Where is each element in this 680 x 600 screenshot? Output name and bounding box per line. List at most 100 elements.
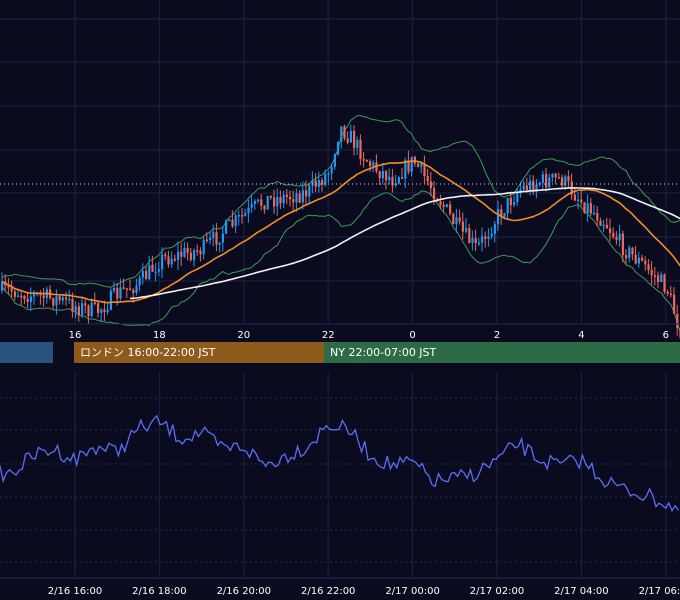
candle-body	[564, 176, 567, 186]
candle-body	[39, 293, 42, 296]
candle-body	[241, 215, 244, 217]
candle-body	[20, 295, 23, 298]
candle-body	[378, 171, 381, 179]
candle-body	[561, 177, 564, 186]
candle-body	[237, 215, 240, 217]
candle-body	[449, 204, 452, 214]
candle-body	[621, 233, 624, 256]
candle-body	[529, 180, 532, 191]
candle-body	[394, 183, 397, 186]
price-tick-label: 20	[237, 330, 250, 341]
candle-body	[13, 291, 16, 297]
candle-body	[583, 202, 586, 213]
price-tick-label: 2	[494, 330, 500, 341]
candle-body	[61, 297, 64, 301]
candle-body	[577, 199, 580, 202]
candle-body	[170, 258, 173, 265]
candle-body	[362, 159, 365, 161]
candle-body	[503, 213, 506, 217]
candle-body	[337, 141, 340, 155]
candle-body	[205, 239, 208, 242]
candle-body	[298, 193, 301, 203]
candle-body	[7, 285, 10, 288]
candle-body	[196, 250, 199, 252]
candle-body	[84, 303, 87, 306]
candle-body	[100, 309, 103, 314]
candle-body	[442, 205, 445, 207]
candle-body	[266, 196, 269, 210]
candle-body	[225, 220, 228, 234]
candle-body	[641, 257, 644, 261]
candle-body	[212, 232, 215, 238]
oscillator-tick-label: 2/16 16:00	[48, 586, 102, 597]
candle-body	[532, 180, 535, 192]
candle-body	[413, 156, 416, 164]
candle-body	[308, 185, 311, 197]
candle-body	[484, 236, 487, 239]
candle-body	[122, 287, 125, 289]
oscillator-tick-label: 2/17 02:00	[470, 586, 524, 597]
oscillator-tick-label: 2/17 06:00	[639, 586, 680, 597]
candle-body	[388, 176, 391, 181]
candle-body	[493, 224, 496, 234]
candle-body	[349, 130, 352, 143]
candle-body	[567, 176, 570, 182]
candle-body	[458, 217, 461, 222]
candle-body	[471, 238, 474, 244]
candle-body	[465, 228, 468, 232]
candle-body	[141, 270, 144, 278]
candle-body	[551, 173, 554, 178]
candle-body	[311, 180, 314, 186]
candle-body	[599, 220, 602, 226]
candle-body	[426, 175, 429, 182]
candle-body	[602, 224, 605, 227]
bollinger-lower	[1, 190, 680, 333]
candle-body	[279, 197, 282, 204]
candle-body	[90, 302, 93, 317]
candle-body	[513, 202, 516, 206]
candle-body	[148, 264, 151, 280]
candle-body	[391, 176, 394, 186]
candle-body	[189, 252, 192, 260]
price-grid	[0, 0, 680, 324]
candle-body	[445, 204, 448, 207]
candle-body	[381, 171, 384, 179]
oscillator-grid	[0, 372, 680, 578]
candle-body	[433, 188, 436, 200]
candle-body	[618, 233, 621, 241]
price-tick-label: 4	[578, 330, 584, 341]
candle-body	[234, 215, 237, 227]
candle-body	[666, 291, 669, 294]
candle-body	[273, 197, 276, 207]
candle-body	[609, 228, 612, 233]
candle-body	[244, 213, 247, 216]
candle-body	[132, 289, 135, 294]
candle-body	[410, 156, 413, 172]
candle-body	[231, 219, 234, 227]
candle-body	[68, 298, 71, 301]
candle-body	[369, 161, 372, 166]
candle-body	[81, 303, 84, 315]
candle-body	[314, 180, 317, 187]
candle-body	[135, 285, 138, 294]
candle-body	[340, 126, 343, 142]
oscillator-tick-label: 2/16 20:00	[217, 586, 271, 597]
candle-body	[541, 174, 544, 183]
candle-body	[202, 239, 205, 255]
candle-body	[183, 248, 186, 257]
candle-body	[333, 154, 336, 167]
candle-body	[164, 254, 167, 257]
candle-body	[439, 201, 442, 206]
candle-body	[490, 233, 493, 237]
white-moving-average	[129, 187, 680, 300]
candle-body	[516, 192, 519, 203]
candle-body	[324, 173, 327, 185]
candle-body	[260, 199, 263, 206]
candle-body	[58, 296, 61, 301]
candle-body	[605, 224, 608, 229]
candle-body	[285, 194, 288, 197]
candle-body	[497, 209, 500, 225]
candlesticks[interactable]	[1, 124, 680, 340]
candle-body	[404, 160, 407, 179]
price-tick-label: 16	[69, 330, 82, 341]
